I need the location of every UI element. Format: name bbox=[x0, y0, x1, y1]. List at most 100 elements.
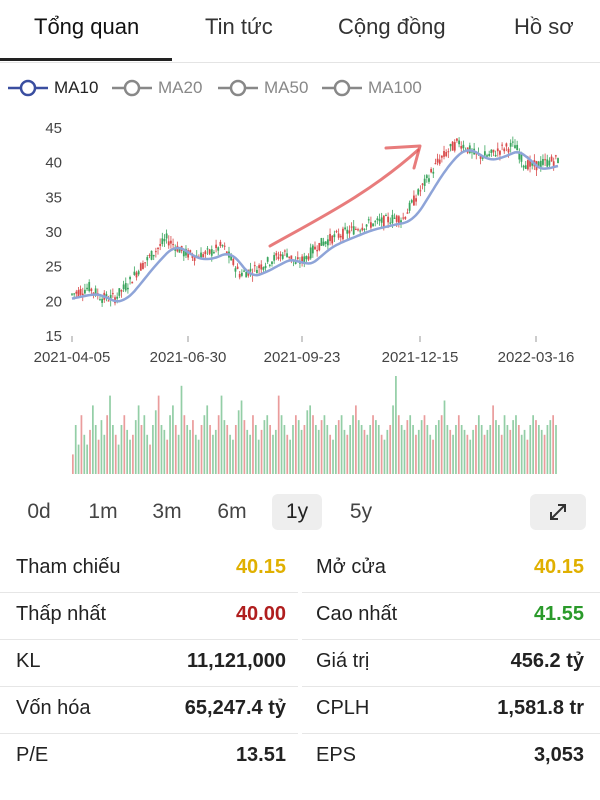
volume-bar bbox=[86, 444, 89, 474]
range-1y[interactable]: 1y bbox=[272, 494, 322, 530]
candle-body bbox=[365, 224, 368, 227]
tab-profile[interactable]: Hồ sơ bbox=[514, 14, 574, 39]
candle-body bbox=[139, 263, 142, 271]
volume-bar bbox=[443, 400, 446, 474]
tab-overview[interactable]: Tổng quan bbox=[34, 14, 140, 39]
volume-bar bbox=[463, 429, 466, 474]
divider bbox=[302, 686, 600, 687]
volume-bar bbox=[323, 415, 326, 474]
legend-ma20[interactable]: MA20 bbox=[112, 76, 202, 100]
candle-body bbox=[421, 183, 424, 185]
volume-bar bbox=[117, 444, 120, 474]
candle-body bbox=[245, 272, 248, 278]
candle-body bbox=[542, 159, 544, 165]
legend-ma50[interactable]: MA50 bbox=[218, 76, 308, 100]
candle-body bbox=[342, 228, 344, 240]
volume-bar bbox=[369, 425, 372, 474]
candle-body bbox=[486, 155, 488, 157]
volume-bar bbox=[360, 425, 363, 474]
candle-body bbox=[531, 162, 534, 166]
candle-body bbox=[260, 264, 263, 270]
candle-body bbox=[550, 156, 553, 162]
volume-bar bbox=[152, 425, 154, 474]
range-3m[interactable]: 3m bbox=[152, 500, 182, 523]
candle-body bbox=[324, 241, 327, 244]
volume-bar bbox=[509, 429, 512, 474]
volume-bar bbox=[177, 434, 180, 474]
volume-bar bbox=[520, 434, 523, 474]
volume-bar bbox=[140, 425, 143, 474]
candle-body bbox=[146, 257, 149, 261]
volume-bar bbox=[129, 439, 131, 474]
y-tick-label: 30 bbox=[45, 224, 62, 241]
volume-bar bbox=[395, 376, 397, 474]
candle-body bbox=[137, 271, 140, 275]
candle-body bbox=[81, 293, 84, 296]
candle-body bbox=[406, 212, 409, 214]
candle-body bbox=[428, 178, 430, 182]
candle-body bbox=[354, 228, 357, 230]
volume-bar bbox=[337, 420, 340, 474]
divider bbox=[0, 639, 298, 640]
ma10-line-icon bbox=[8, 79, 48, 97]
volume-bar bbox=[540, 429, 543, 474]
candle-body bbox=[447, 151, 450, 153]
candle-body bbox=[520, 153, 523, 162]
candle-body bbox=[348, 230, 351, 234]
volume-bar bbox=[440, 415, 443, 474]
candle-body bbox=[417, 189, 420, 195]
volume-bar bbox=[234, 425, 237, 474]
y-tick-label: 40 bbox=[45, 155, 62, 172]
stat-label-volume: KL bbox=[16, 650, 41, 672]
volume-bar bbox=[123, 415, 126, 474]
legend-ma10[interactable]: MA10 bbox=[8, 76, 98, 100]
candle-body bbox=[496, 148, 499, 152]
candle-body bbox=[124, 283, 127, 291]
candle-body bbox=[178, 249, 181, 253]
stat-value-value: 456.2 tỷ bbox=[510, 650, 584, 672]
stat-label-pe: P/E bbox=[16, 744, 49, 766]
volume-bar bbox=[432, 439, 434, 474]
volume-bar bbox=[186, 425, 189, 474]
stats-row: Thấp nhất 40.00 Cao nhất 41.55 bbox=[0, 593, 600, 640]
tab-news[interactable]: Tin tức bbox=[205, 14, 273, 39]
candle-body bbox=[208, 249, 211, 254]
range-0d[interactable]: 0d bbox=[27, 500, 51, 523]
volume-bar bbox=[417, 429, 420, 474]
candle-body bbox=[182, 251, 185, 257]
stats-row: P/E 13.51 EPS 3,053 bbox=[0, 734, 600, 780]
candle-body bbox=[202, 254, 205, 257]
volume-bar bbox=[109, 395, 111, 474]
stat-label-reference: Tham chiếu bbox=[16, 556, 121, 578]
range-6m[interactable]: 6m bbox=[217, 500, 247, 523]
candle-body bbox=[206, 248, 209, 250]
volume-bar bbox=[160, 425, 163, 474]
candle-body bbox=[142, 262, 144, 269]
volume-bar bbox=[460, 425, 463, 474]
volume-bar bbox=[154, 410, 157, 474]
volume-bar bbox=[555, 425, 557, 474]
volume-bar bbox=[346, 434, 349, 474]
volume-bar bbox=[495, 420, 497, 474]
legend-label: MA100 bbox=[368, 78, 422, 97]
candle-body bbox=[346, 229, 349, 234]
candle-body bbox=[107, 300, 110, 302]
range-5y[interactable]: 5y bbox=[349, 500, 373, 523]
candle-body bbox=[410, 200, 413, 203]
y-tick-label: 45 bbox=[45, 120, 62, 137]
candle-body bbox=[101, 298, 104, 303]
volume-bar bbox=[357, 420, 360, 474]
volume-bar bbox=[226, 425, 229, 474]
range-1m[interactable]: 1m bbox=[88, 500, 118, 523]
candle-body bbox=[275, 253, 278, 256]
tab-community[interactable]: Cộng đồng bbox=[338, 14, 446, 39]
volume-bar bbox=[377, 425, 380, 474]
volume-bar bbox=[126, 429, 129, 474]
arrow-shaft bbox=[268, 148, 420, 248]
candle-body bbox=[88, 282, 91, 292]
legend-ma100[interactable]: MA100 bbox=[322, 76, 422, 100]
candle-body bbox=[120, 289, 123, 292]
volume-bar bbox=[189, 429, 191, 474]
expand-chart-button[interactable] bbox=[530, 494, 586, 530]
